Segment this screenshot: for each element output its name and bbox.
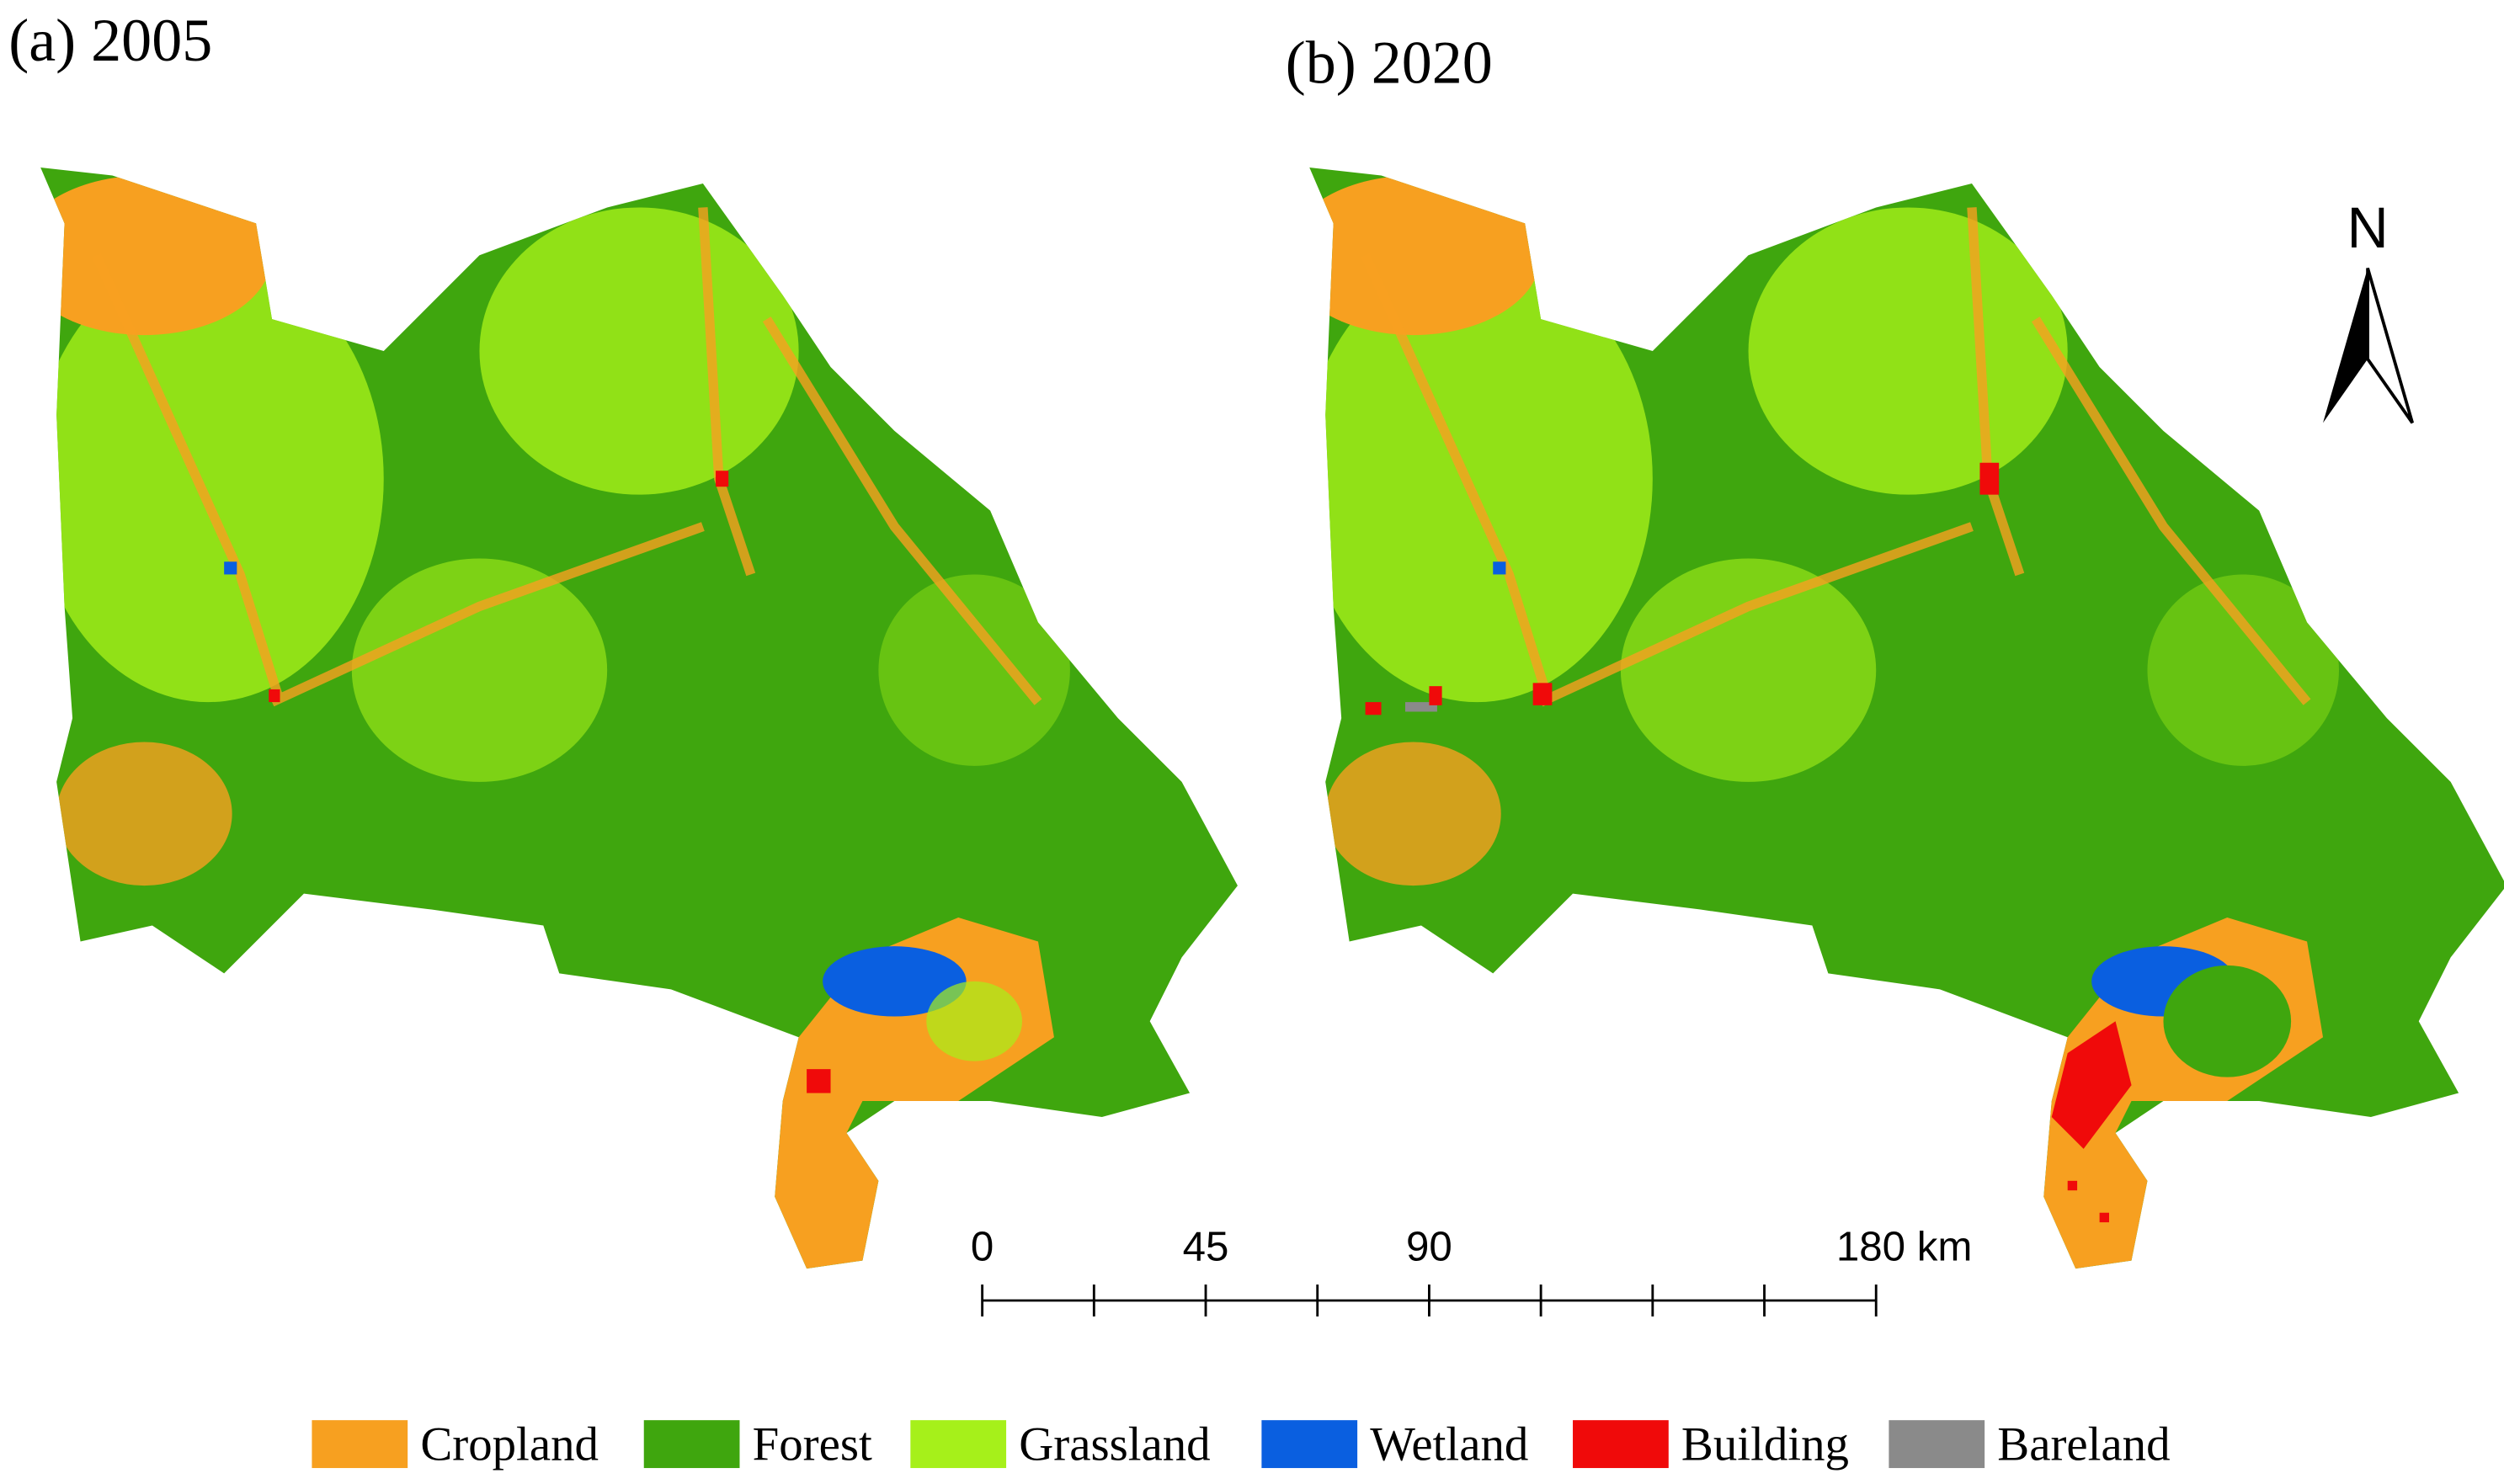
- legend-label: Bareland: [1997, 1418, 2170, 1471]
- north-label: N: [2347, 196, 2388, 260]
- map-2005: [17, 168, 1238, 1269]
- map-2020: [1286, 168, 2504, 1269]
- panel-title: (b) 2020: [1286, 29, 1493, 97]
- panel-title: (a) 2005: [8, 7, 212, 74]
- scale-label: 45: [1183, 1224, 1229, 1270]
- legend-label: Wetland: [1370, 1418, 1528, 1471]
- legend-swatch: [1261, 1420, 1358, 1469]
- legend-swatch: [910, 1420, 1007, 1469]
- legend: Cropland Forest Grassland Wetland Building Ba…: [312, 1418, 2171, 1471]
- legend-swatch: [312, 1420, 408, 1469]
- scale-label: 0: [971, 1224, 994, 1270]
- scale-bar: [981, 1285, 1878, 1316]
- legend-swatch: [1573, 1420, 1669, 1469]
- legend-label: Forest: [753, 1418, 872, 1471]
- legend-label: Building: [1681, 1418, 1849, 1471]
- north-arrow: N: [2323, 196, 2414, 424]
- scale-label: 90: [1406, 1224, 1452, 1270]
- scale-label: 180 km: [1836, 1224, 1973, 1270]
- legend-swatch: [643, 1420, 740, 1469]
- legend-swatch: [1889, 1420, 1985, 1469]
- legend-label: Grassland: [1019, 1418, 1210, 1471]
- legend-label: Cropland: [420, 1418, 599, 1471]
